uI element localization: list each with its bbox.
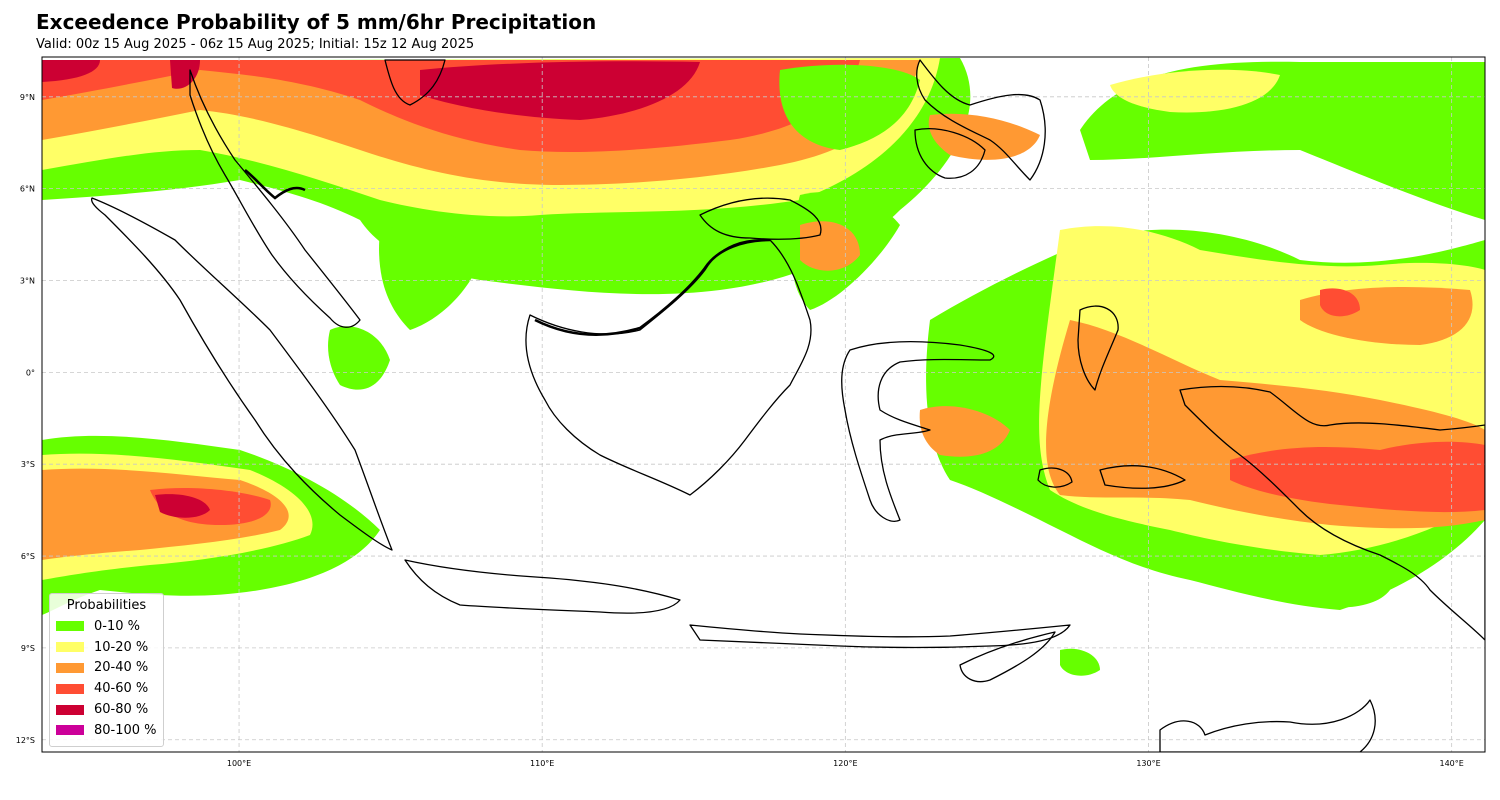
legend-swatch: [56, 642, 84, 653]
legend-label: 80-100 %: [94, 722, 157, 738]
lesser-sunda-coastline: [689, 624, 1071, 649]
prob-field-0-10: [328, 326, 390, 390]
y-tick-label: 9°S: [21, 644, 35, 653]
legend-swatch: [56, 725, 84, 736]
prob-field-0-10: [1290, 558, 1390, 608]
legend-item: 20-40 %: [56, 658, 157, 679]
legend-label: 0-10 %: [94, 618, 140, 634]
legend-swatch: [56, 683, 84, 694]
y-tick-label: 0°: [26, 368, 35, 377]
legend-swatch: [56, 662, 84, 673]
prob-field-0-10: [379, 226, 480, 330]
indochina-coastline: [384, 59, 446, 106]
y-tick-label: 6°N: [20, 185, 35, 194]
graticule: [42, 57, 1485, 752]
prob-field-40-60: [1230, 441, 1485, 513]
legend-label: 20-40 %: [94, 660, 149, 676]
new-guinea-coastline: [1179, 385, 1485, 641]
java-coastline: [404, 559, 681, 614]
legend-swatch: [56, 704, 84, 715]
x-tick-label: 130°E: [1136, 759, 1160, 768]
legend-item: 40-60 %: [56, 678, 157, 699]
x-tick-label: 120°E: [833, 759, 857, 768]
legend-item: 60-80 %: [56, 699, 157, 720]
prob-field-60-80: [42, 60, 700, 120]
australia-coastline: [1159, 699, 1376, 752]
x-tick-label: 100°E: [227, 759, 251, 768]
y-tick-label: 3°S: [21, 460, 35, 469]
chart-title: Exceedence Probability of 5 mm/6hr Preci…: [36, 10, 597, 34]
y-tick-label: 12°S: [16, 736, 35, 745]
prob-field-40-60: [1320, 288, 1360, 317]
political-borders: [244, 168, 771, 336]
mindanao-coastline: [914, 128, 986, 179]
thailand-malaysia-border: [244, 168, 306, 200]
buru-coastline: [1037, 467, 1073, 488]
y-tick-label: 3°N: [20, 277, 35, 286]
prob-field-20-40: [919, 406, 1010, 457]
y-tick-label: 6°S: [21, 552, 35, 561]
x-tick-label: 140°E: [1439, 759, 1463, 768]
plot-frame: [41, 56, 1486, 753]
coastlines: [90, 59, 1485, 752]
malay-peninsula-coastline: [189, 69, 361, 328]
legend-item: 80-100 %: [56, 720, 157, 741]
seram-coastline: [1099, 465, 1186, 489]
halmahera-coastline: [1077, 305, 1119, 391]
borneo-north-coastline: [699, 197, 822, 240]
legend: Probabilities 0-10 % 10-20 % 20-40 % 40-60 …: [49, 593, 164, 747]
sulawesi-coastline: [841, 341, 995, 522]
legend-title: Probabilities: [66, 598, 147, 613]
legend-item: 0-10 %: [56, 616, 157, 637]
legend-label: 10-20 %: [94, 639, 149, 655]
legend-label: 40-60 %: [94, 681, 149, 697]
prob-field-10-20: [1110, 69, 1280, 113]
prob-field-0-10: [1060, 648, 1100, 676]
malaysia-indonesia-border: [534, 238, 771, 336]
legend-swatch: [56, 621, 84, 632]
sumatra-coastline: [90, 197, 393, 551]
y-tick-label: 9°N: [20, 93, 35, 102]
axis-tick-labels: 100°E 110°E 120°E 130°E 140°E 9°N 6°N 3°N 0° 3°S 6…: [16, 93, 1464, 768]
prob-field-0-10: [779, 64, 920, 150]
prob-field-60-80: [155, 494, 210, 518]
legend-label: 60-80 %: [94, 702, 149, 718]
philippines-coastline: [916, 59, 1046, 181]
x-tick-label: 110°E: [530, 759, 554, 768]
timor-coastline: [959, 631, 1056, 683]
legend-item: 10-20 %: [56, 637, 157, 658]
chart-subtitle: Valid: 00z 15 Aug 2025 - 06z 15 Aug 2025…: [36, 37, 475, 52]
